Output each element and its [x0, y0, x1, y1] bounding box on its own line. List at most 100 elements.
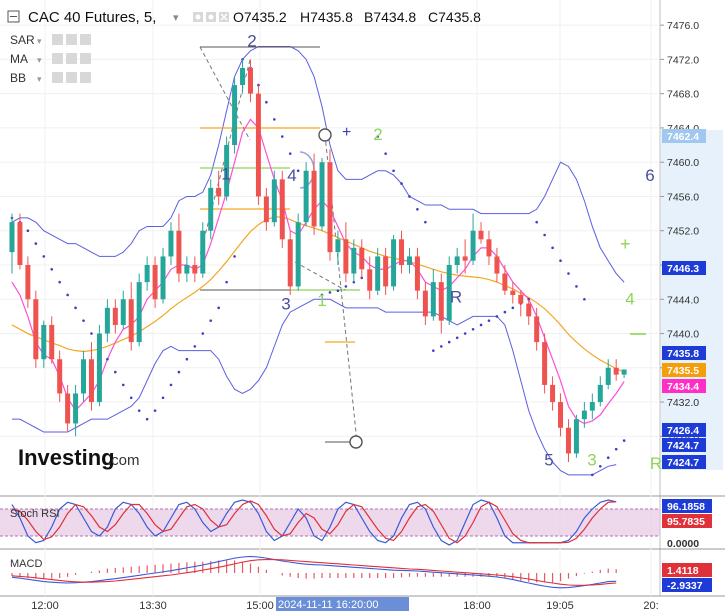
- price-tag: 7435.8: [667, 348, 699, 360]
- candle-body: [303, 170, 309, 223]
- candle-body: [192, 264, 198, 274]
- anchor-handle-top[interactable]: [318, 128, 332, 142]
- wave-label: 6: [645, 166, 654, 185]
- price-tag-bg: [662, 261, 706, 275]
- stoch-tag-bg: [662, 499, 712, 513]
- price-tick-label: 7468.0: [667, 89, 699, 101]
- candle-body: [17, 222, 23, 265]
- sar-dot: [193, 345, 197, 348]
- candle-body: [295, 222, 301, 287]
- candle-body: [462, 256, 468, 261]
- price-tick-label: 7452.0: [667, 226, 699, 238]
- candle-body: [144, 264, 150, 283]
- wave-label: 3: [281, 295, 290, 314]
- sar-dot: [66, 293, 69, 297]
- header-settings-icons[interactable]: [193, 12, 229, 22]
- sar-dot: [344, 285, 348, 288]
- sar-dot: [137, 409, 141, 412]
- candle-body: [128, 299, 134, 343]
- candle-body: [279, 179, 285, 240]
- candle-body: [232, 85, 238, 146]
- indicator-remove-icon: [80, 72, 91, 83]
- logo-text: Investing: [18, 445, 115, 470]
- price-tick-label: 7440.0: [667, 329, 699, 341]
- candle-body: [271, 179, 277, 223]
- candle-body: [88, 359, 94, 403]
- indicator-caret-icon: ▾: [37, 74, 42, 84]
- candle-body: [33, 299, 39, 360]
- candlesticks: [9, 59, 627, 463]
- sar-dot: [169, 383, 173, 387]
- sar-dot: [479, 323, 483, 327]
- candle-body: [621, 369, 627, 375]
- candle-body: [136, 282, 142, 343]
- candle-body: [176, 230, 182, 274]
- candle-body: [81, 359, 87, 394]
- anchor-handle-bottom[interactable]: [349, 435, 363, 449]
- candle-body: [200, 230, 206, 274]
- sar-dot: [511, 306, 515, 310]
- plus-marker-green: +: [620, 234, 631, 254]
- sar-dot: [153, 409, 157, 412]
- sar-dot: [432, 349, 435, 352]
- sar-dot: [471, 327, 475, 331]
- wave-label: 1: [221, 164, 230, 183]
- sar-dot: [225, 280, 228, 284]
- wave-label: 2: [373, 125, 382, 144]
- candle-body: [399, 239, 405, 265]
- plus-marker-blue: +: [342, 124, 351, 141]
- candle-body: [240, 67, 246, 86]
- stoch-tag-bg: [662, 514, 712, 528]
- stoch-band: [0, 509, 660, 536]
- bb-upper-line: [11, 46, 625, 283]
- sar-dot: [439, 345, 443, 348]
- candle-body: [25, 264, 31, 300]
- time-axis[interactable]: 12:00 13:30 15:00 18:00 19:05 20: 2024-11-11 1…: [31, 597, 659, 611]
- sar-dot: [209, 319, 213, 322]
- sar-dot: [551, 246, 554, 250]
- candle-body: [406, 256, 412, 265]
- sar-dot: [535, 220, 538, 224]
- candle-body: [422, 290, 428, 317]
- investing-logo: Investing .com: [18, 445, 140, 470]
- sar-dot: [90, 332, 93, 335]
- candle-body: [255, 93, 261, 197]
- price-tick-label: 7472.0: [667, 54, 699, 66]
- time-tick-label: 12:00: [31, 600, 59, 611]
- candle-body: [65, 393, 71, 424]
- candle-body: [351, 247, 357, 274]
- sar-dot: [376, 135, 379, 138]
- sar-dot: [416, 208, 419, 211]
- candle-body: [534, 316, 540, 343]
- sar-dot: [280, 135, 284, 138]
- sar-dot: [495, 315, 499, 318]
- sar-dot: [58, 280, 61, 284]
- macd-tag-bg: [662, 578, 712, 592]
- dropdown-caret-icon[interactable]: ▾: [173, 12, 179, 24]
- crosshair-time-label: 2024-11-11 16:20:00: [278, 599, 379, 611]
- sar-dot: [336, 289, 340, 292]
- sar-dot: [424, 220, 427, 224]
- sar-dot: [455, 336, 459, 340]
- indicator-caret-icon: ▾: [37, 55, 42, 65]
- candle-body: [319, 162, 325, 227]
- macd-line: [11, 555, 617, 589]
- bollinger-bands: [11, 46, 625, 476]
- candle-body: [526, 303, 532, 317]
- sar-dot: [265, 100, 268, 104]
- wave-label: 3: [587, 450, 596, 469]
- candle-body: [327, 162, 333, 253]
- sar-dot: [392, 169, 395, 173]
- sar-dot: [320, 293, 324, 297]
- sar-dot: [82, 319, 85, 322]
- sar-dot: [614, 447, 618, 451]
- candle-body: [605, 367, 611, 385]
- ohlc-open: O7435.2: [233, 9, 287, 25]
- sar-dot: [106, 357, 109, 361]
- macd-tag: -2.9337: [667, 580, 703, 592]
- candle-body: [120, 299, 126, 325]
- macd-pane: MACD 1.4118 -2.9337: [10, 555, 712, 592]
- sar-dot: [543, 233, 546, 237]
